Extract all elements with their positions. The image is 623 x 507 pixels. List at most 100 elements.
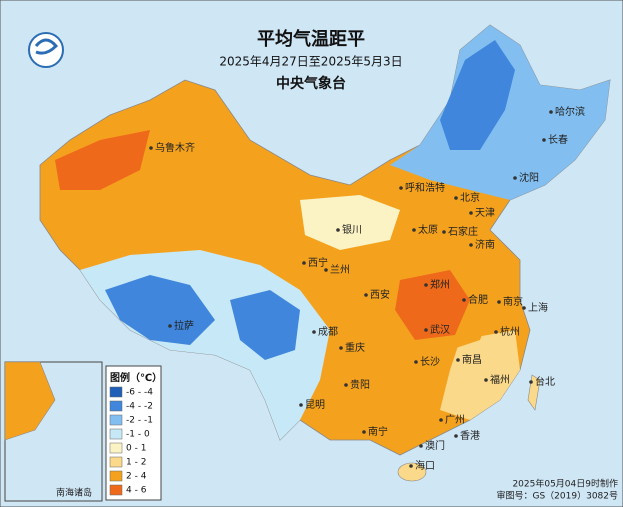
city-dot: [336, 228, 340, 232]
footer-made: 2025年05月04日9时制作: [512, 478, 618, 490]
legend-swatch: [109, 456, 123, 468]
city-label: 成都: [318, 326, 338, 338]
legend-label: -1 - 0: [126, 430, 150, 440]
city-label: 长春: [548, 134, 568, 146]
city-dot: [462, 298, 466, 302]
agency: 中央气象台: [276, 75, 346, 92]
logo: [28, 32, 64, 68]
legend-items: -6 - -4 -4 - -2 -2 - -1 -1 - 0 0 - 1 1 - 2 2 -…: [109, 386, 153, 496]
northeast-cold: [440, 40, 515, 150]
city-label: 台北: [535, 375, 555, 388]
city-label: 重庆: [345, 341, 365, 354]
city-dot: [344, 383, 348, 387]
inset-land: [4, 361, 56, 441]
city-label: 海口: [415, 459, 435, 472]
city-label: 石家庄: [448, 225, 478, 238]
city-label: 昆明: [305, 399, 325, 411]
legend-label: 4 - 6: [126, 486, 147, 496]
city-dot: [522, 306, 526, 310]
city-dot: [168, 324, 172, 328]
city-label: 北京: [460, 191, 480, 204]
legend-swatch: [109, 386, 123, 398]
city-dot: [442, 230, 446, 234]
city-dot: [439, 418, 443, 422]
city-dot: [469, 211, 473, 215]
city-dot: [454, 196, 458, 200]
city-dot: [469, 243, 473, 247]
footer-review: 审图号：GS（2019）3082号: [497, 490, 619, 502]
city-dot: [542, 138, 546, 142]
city-label: 武汉: [430, 323, 450, 336]
inset-label: 南海诸岛: [56, 487, 92, 499]
legend-swatch: [109, 484, 123, 496]
city-label: 呼和浩特: [405, 182, 445, 194]
southwest-cold: [230, 290, 300, 360]
legend-label: -6 - -4: [126, 388, 153, 398]
city-dot: [362, 430, 366, 434]
southeast-mild: [440, 330, 520, 420]
city-label: 南昌: [462, 353, 482, 366]
city-label: 上海: [528, 301, 548, 314]
city-dot: [419, 444, 423, 448]
city-dot: [312, 330, 316, 334]
city-label: 西宁: [308, 256, 328, 269]
city-dot: [484, 378, 488, 382]
city-label: 香港: [460, 430, 480, 442]
title: 平均气温距平: [257, 28, 365, 50]
city-label: 哈尔滨: [555, 105, 585, 118]
city-dot: [364, 293, 368, 297]
city-dot: [513, 176, 517, 180]
legend-label: 2 - 4: [126, 472, 147, 482]
city-label: 太原: [418, 223, 438, 236]
city-label: 长沙: [420, 356, 440, 368]
legend-swatch: [109, 428, 123, 440]
city-dot: [456, 358, 460, 362]
logo-mark: [34, 38, 59, 55]
tibet-cold: [105, 275, 215, 345]
city-label: 南宁: [368, 425, 388, 438]
city-dot: [412, 228, 416, 232]
city-label: 西安: [370, 288, 390, 301]
city-label: 沈阳: [519, 171, 539, 184]
city-label: 郑州: [430, 278, 450, 291]
hainan: [397, 462, 427, 482]
city-dot: [529, 380, 533, 384]
city-label: 合肥: [468, 293, 488, 306]
north-mild: [300, 195, 400, 250]
city-label: 兰州: [330, 263, 350, 276]
legend-label: 1 - 2: [126, 458, 146, 468]
city-label: 乌鲁木齐: [155, 141, 195, 154]
city-dot: [414, 360, 418, 364]
city-label: 福州: [490, 373, 510, 386]
city-label: 贵阳: [350, 378, 370, 391]
city-label: 南京: [503, 295, 523, 308]
city-dot: [549, 110, 553, 114]
city-dot: [497, 300, 501, 304]
xinjiang-hot: [55, 130, 150, 190]
legend-swatch: [109, 470, 123, 482]
city-label: 天津: [475, 207, 495, 219]
city-dot: [149, 146, 153, 150]
city-label: 济南: [475, 238, 495, 251]
legend-swatch: [109, 400, 123, 412]
city-label: 杭州: [500, 325, 520, 338]
central-hot: [395, 270, 470, 340]
legend-swatch: [109, 414, 123, 426]
city-dot: [302, 261, 306, 265]
legend-label: -2 - -1: [126, 416, 153, 426]
subtitle: 2025年4月27日至2025年5月3日: [219, 55, 402, 69]
city-label: 拉萨: [174, 319, 194, 332]
city-dot: [494, 330, 498, 334]
legend-label: 0 - 1: [126, 444, 146, 454]
city-dot: [339, 346, 343, 350]
city-dot: [409, 464, 413, 468]
legend-label: -4 - -2: [126, 402, 153, 412]
city-dot: [454, 434, 458, 438]
city-label: 银川: [342, 223, 362, 236]
city-label: 广州: [445, 414, 465, 426]
legend-swatch: [109, 442, 123, 454]
legend-title: 图例（℃）: [110, 371, 162, 384]
city-dot: [324, 268, 328, 272]
